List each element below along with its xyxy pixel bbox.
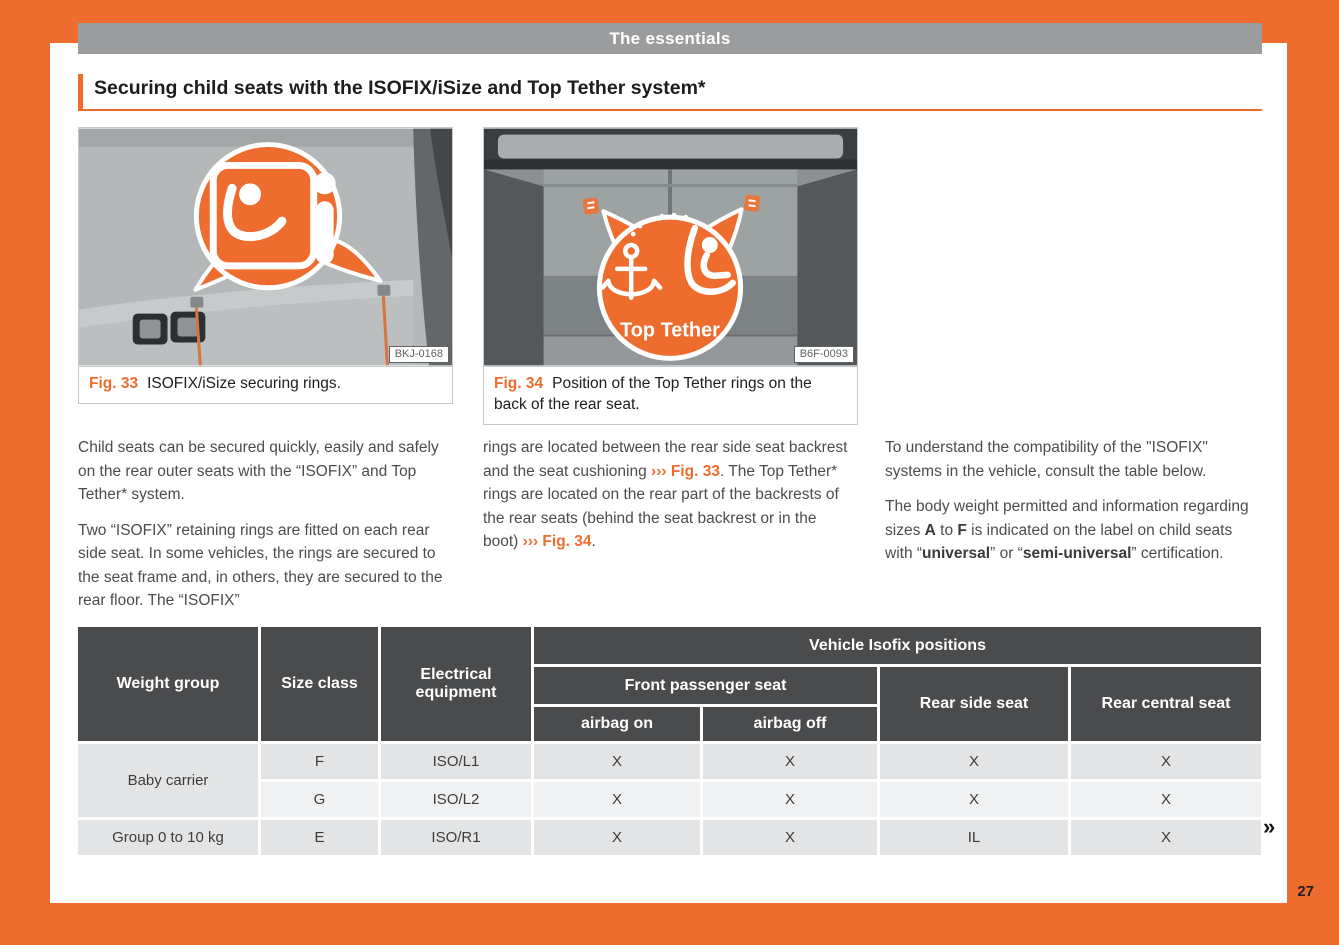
cell-airbag-off: X xyxy=(703,782,877,817)
cell-airbag-on: X xyxy=(534,820,700,855)
figure-34-caption: Fig. 34 Position of the Top Tether rings … xyxy=(484,366,857,424)
rear-seat-illustration xyxy=(79,128,452,366)
top-tether-badge-text: Top Tether xyxy=(620,320,720,342)
image-code-label: B6F-0093 xyxy=(793,346,854,363)
table-row: G ISO/L2 X X X X xyxy=(78,782,1261,817)
paragraph: The body weight permitted and informatio… xyxy=(885,495,1262,566)
isofix-isize-balloon-icon xyxy=(193,142,383,292)
text-segment: The body weight permitted and informatio… xyxy=(885,498,1249,539)
bold-term: A xyxy=(924,521,936,539)
cell-airbag-off: X xyxy=(703,820,877,855)
text-column-3: To understand the compatibility of the "… xyxy=(885,436,1262,613)
chapter-banner: The essentials xyxy=(78,23,1262,54)
column-header-airbag-on: airbag on xyxy=(534,707,700,741)
cell-electrical-equipment: ISO/L1 xyxy=(381,744,531,779)
top-tether-balloon-icon: Top Tether xyxy=(596,207,744,361)
figure-34-label: Fig. 34 xyxy=(494,375,544,392)
text-segment: ” or “ xyxy=(990,545,1023,562)
child-seat-icon xyxy=(684,224,736,295)
paragraph: Child seats can be secured quickly, easi… xyxy=(78,439,439,503)
figure-33-label: Fig. 33 xyxy=(89,375,139,392)
cell-rear-side: X xyxy=(880,782,1068,817)
column-header-size-class: Size class xyxy=(261,627,378,741)
figure-33-caption-text: ISOFIX/iSize securing rings. xyxy=(147,375,341,392)
figure-34-image: Top Tether B6F-0093 xyxy=(484,128,857,366)
cell-electrical-equipment: ISO/L2 xyxy=(381,782,531,817)
image-code-label: BKJ-0168 xyxy=(388,346,449,363)
text-segment: . xyxy=(591,533,596,550)
figure-33-reference-link[interactable]: ››› Fig. 33 xyxy=(651,462,720,480)
figure-34: Top Tether B6F-0093 Fig. 34 Position of t… xyxy=(483,127,858,425)
figure-33-caption: Fig. 33 ISOFIX/iSize securing rings. xyxy=(79,366,452,403)
cell-airbag-off: X xyxy=(703,744,877,779)
bold-term: F xyxy=(957,521,967,539)
body-text-columns: Child seats can be secured quickly, easi… xyxy=(78,436,1262,613)
column-header-weight-group: Weight group xyxy=(78,627,258,741)
text-segment: rings are located between the rear side … xyxy=(483,439,848,480)
section-heading: Securing child seats with the ISOFIX/iSi… xyxy=(78,74,1262,111)
column-header-airbag-off: airbag off xyxy=(703,707,877,741)
cell-rear-side: X xyxy=(880,744,1068,779)
cell-rear-side: IL xyxy=(880,820,1068,855)
figure-33-image: BKJ-0168 xyxy=(79,128,452,366)
column-header-vehicle-isofix-positions: Vehicle Isofix positions xyxy=(534,627,1261,664)
cell-size-class: G xyxy=(261,782,378,817)
boot-illustration: Top Tether xyxy=(484,128,857,366)
table-row: Group 0 to 10 kg E ISO/R1 X X IL X xyxy=(78,820,1261,855)
text-segment: . The Top Tether* rings are located on t… xyxy=(483,462,839,551)
paragraph: rings are located between the rear side … xyxy=(483,436,855,554)
paragraph: To understand the compatibility of the "… xyxy=(885,439,1208,480)
cell-airbag-on: X xyxy=(534,782,700,817)
cell-airbag-on: X xyxy=(534,744,700,779)
text-column-1: Child seats can be secured quickly, easi… xyxy=(78,436,453,613)
cell-rear-central: X xyxy=(1071,820,1261,855)
figure-34-caption-text: Position of the Top Tether rings on the … xyxy=(494,375,812,413)
column-header-electrical-equipment: Electrical equipment xyxy=(381,627,531,741)
cell-weight-group: Group 0 to 10 kg xyxy=(78,820,258,855)
anchor-icon xyxy=(600,242,663,300)
cell-electrical-equipment: ISO/R1 xyxy=(381,820,531,855)
cell-weight-group: Baby carrier xyxy=(78,744,258,817)
page-continuation-marker: » xyxy=(1263,814,1276,839)
bold-term: universal xyxy=(922,545,991,562)
table-header-row: Weight group Size class Electrical equip… xyxy=(78,627,1261,741)
column-header-rear-central-seat: Rear central seat xyxy=(1071,667,1261,741)
cell-size-class: F xyxy=(261,744,378,779)
top-tether-tag-icon xyxy=(744,194,761,212)
dotted-arc xyxy=(630,212,699,237)
text-column-2: rings are located between the rear side … xyxy=(483,436,855,613)
figure-33: BKJ-0168 Fig. 33 ISOFIX/iSize securing ri… xyxy=(78,127,453,404)
table-row: Baby carrier F ISO/L1 X X X X xyxy=(78,744,1261,817)
figure-34-reference-link[interactable]: ››› Fig. 34 xyxy=(522,533,592,550)
text-segment: is indicated on the label on child seats… xyxy=(885,521,1233,563)
page-number: 27 xyxy=(1297,883,1314,900)
section-heading-text: Securing child seats with the ISOFIX/iSi… xyxy=(94,77,706,99)
top-tether-tag-icon xyxy=(582,197,600,215)
paragraph: Two “ISOFIX” retaining rings are fitted … xyxy=(78,521,443,610)
chapter-title: The essentials xyxy=(609,28,731,48)
text-segment: to xyxy=(935,521,958,539)
column-header-front-passenger-seat: Front passenger seat xyxy=(534,667,877,704)
table-header-row: Front passenger seat Rear side seat Rear… xyxy=(78,667,1261,741)
isofix-positions-table: Weight group Size class Electrical equip… xyxy=(78,627,1262,855)
bold-term: semi-universal xyxy=(1022,545,1132,562)
table-header-row: airbag on airbag off xyxy=(78,707,1261,741)
text-segment: ” certification. xyxy=(1131,545,1224,562)
cell-size-class: E xyxy=(261,820,378,855)
column-header-rear-side-seat: Rear side seat xyxy=(880,667,1068,741)
cell-rear-central: X xyxy=(1071,744,1261,779)
cell-rear-central: X xyxy=(1071,782,1261,817)
